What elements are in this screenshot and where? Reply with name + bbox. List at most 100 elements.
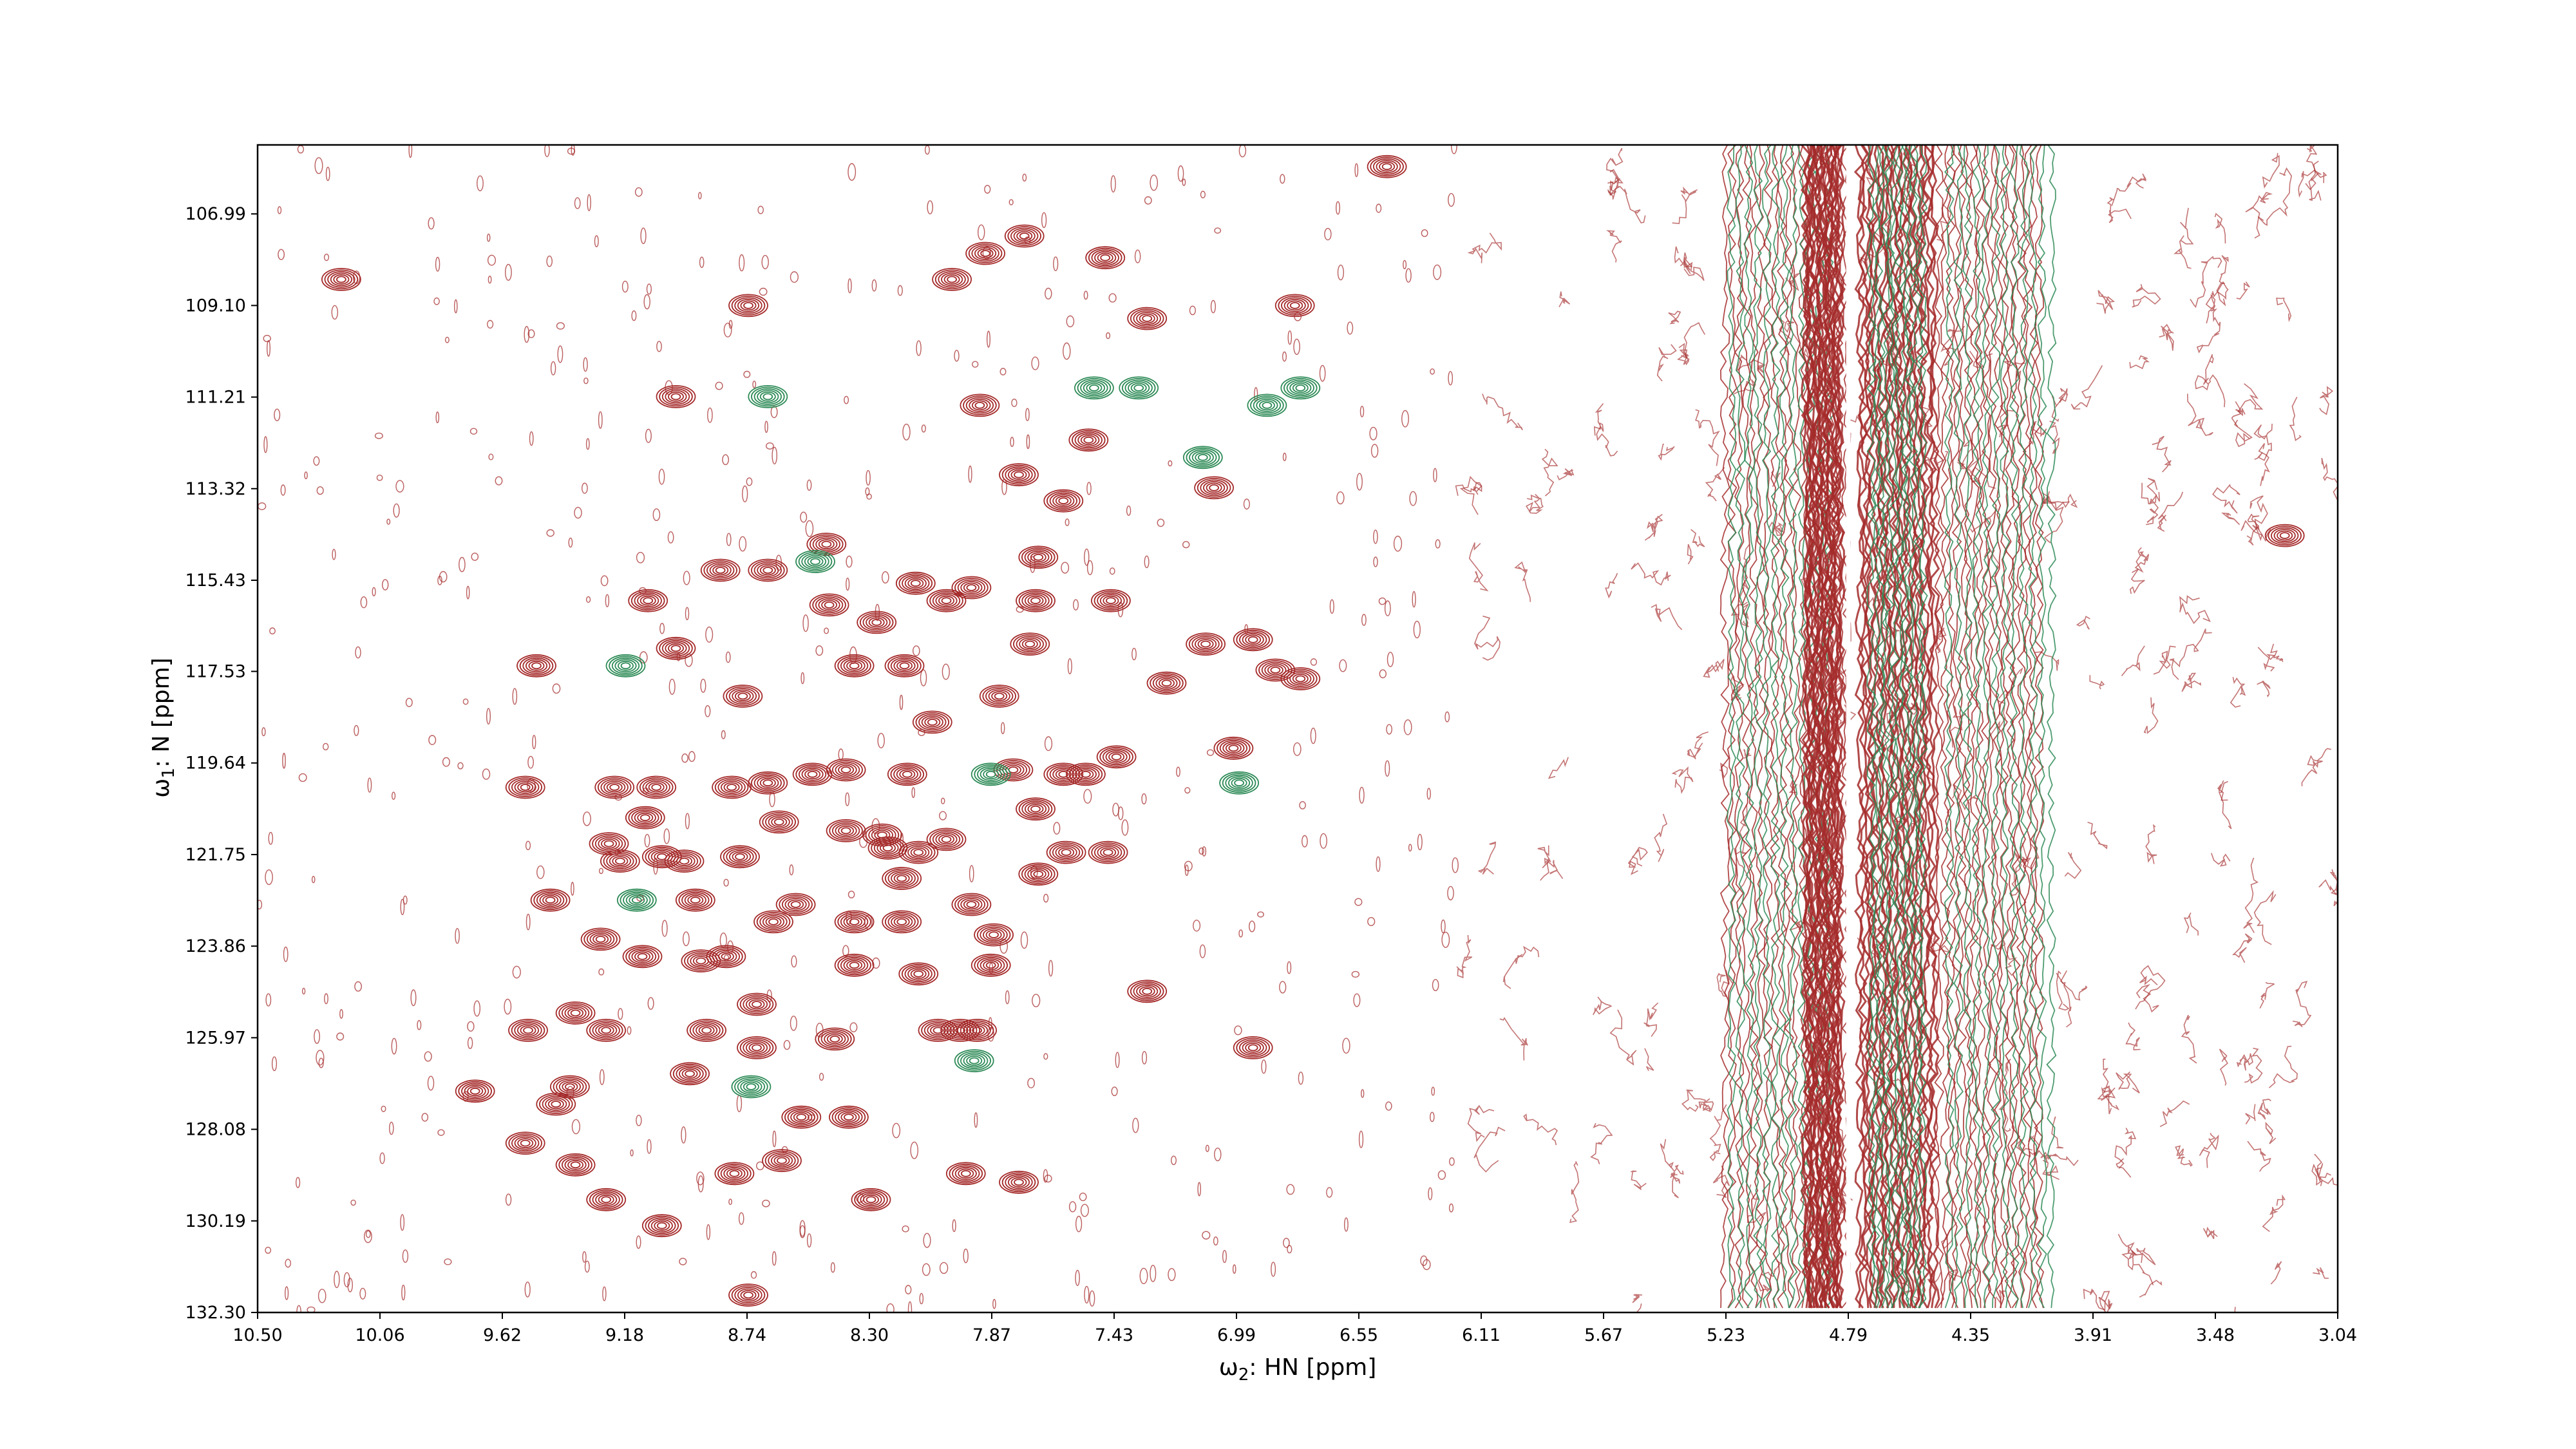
noise-contour — [1444, 711, 1450, 723]
noise-contour — [1447, 886, 1454, 901]
noise-contour — [482, 768, 491, 780]
noise-contour — [1072, 599, 1079, 611]
peak-negative — [605, 654, 646, 677]
peak-contour-level — [929, 829, 963, 849]
noise-contour — [1293, 742, 1302, 756]
noise-contour — [1053, 822, 1061, 835]
y-tick-label: 106.99 — [185, 204, 246, 224]
y-axis: 106.99109.10111.21113.32115.43117.53119.… — [185, 204, 258, 1323]
noise-contour — [1206, 749, 1215, 756]
noise-contour — [790, 271, 799, 283]
peak-contour-level — [834, 910, 875, 934]
noise-contour — [1032, 994, 1041, 1008]
peak-contour-level — [642, 779, 670, 796]
noise-contour — [2244, 1047, 2263, 1084]
noise-contour — [2049, 421, 2060, 454]
noise-contour — [268, 831, 274, 845]
noise-contour — [1126, 506, 1132, 516]
y-tick-label: 128.08 — [185, 1120, 246, 1140]
noise-contour — [723, 323, 732, 337]
peak-contour-level — [1200, 640, 1211, 648]
noise-contour — [1286, 1184, 1295, 1195]
peak-contour-level — [1081, 770, 1091, 778]
peak-contour-level — [857, 1191, 886, 1208]
peak-contour-level — [1253, 397, 1282, 414]
peak-contour-level — [1264, 663, 1287, 677]
peak-contour-level — [2279, 532, 2290, 539]
peak-positive — [834, 910, 875, 934]
noise-contour — [1335, 201, 1340, 215]
peak-contour-level — [838, 826, 855, 836]
peak-contour-level — [751, 773, 785, 793]
noise-contour — [897, 285, 903, 296]
peak-contour-level — [932, 592, 961, 609]
peak-positive — [2264, 524, 2305, 547]
noise-contour — [1628, 847, 1648, 867]
noise-contour — [1302, 835, 1308, 848]
noise-contour — [1310, 727, 1316, 744]
noise-contour — [582, 482, 588, 494]
noise-contour — [261, 727, 266, 737]
noise-contour — [1310, 658, 1318, 666]
noise-contour — [374, 432, 383, 439]
noise-contour — [1730, 674, 1745, 701]
peak-negative — [731, 1075, 772, 1099]
noise-contour — [1385, 1101, 1392, 1111]
noise-contour — [2083, 1288, 2113, 1311]
noise-contour — [1429, 1112, 1435, 1122]
peak-contour-level — [943, 274, 960, 285]
peak-contour-level — [941, 836, 952, 843]
peak-contour-level — [770, 1153, 793, 1168]
peak-contour-level — [668, 392, 685, 402]
peak-contour-level — [1080, 435, 1097, 446]
noise-contour — [892, 1122, 901, 1139]
peak-contour-level — [525, 659, 548, 673]
noise-contour — [688, 751, 696, 762]
peak-contour-level — [933, 1027, 943, 1034]
peak-contour-level — [746, 1083, 757, 1090]
peak-contour-level — [528, 660, 545, 671]
peak-contour-level — [511, 1135, 540, 1151]
noise-contour — [743, 370, 751, 378]
noise-contour — [1592, 996, 1613, 1016]
peak-contour-level — [1283, 668, 1318, 689]
noise-contour — [571, 882, 574, 896]
peak-contour-level — [807, 556, 824, 567]
noise-contour — [1393, 535, 1403, 552]
peak-contour-level — [1213, 736, 1254, 760]
noise-contour — [866, 469, 871, 486]
noise-contour — [1351, 971, 1360, 978]
noise-contour — [2181, 672, 2202, 692]
noise-contour — [2257, 647, 2275, 672]
noise-contour — [285, 1258, 292, 1268]
band-contour — [1917, 145, 1928, 1309]
noise-contour — [2257, 680, 2271, 697]
peak-contour-level — [960, 393, 1000, 417]
peak-contour-level — [728, 849, 752, 864]
noise-contour — [1998, 1058, 2011, 1132]
peak-contour-level — [630, 591, 665, 611]
noise-contour — [1417, 833, 1423, 851]
noise-contour — [556, 322, 565, 330]
peak-contour-level — [952, 1025, 969, 1036]
peak-contour-level — [1055, 846, 1077, 859]
noise-contour — [2013, 844, 2040, 881]
peak-contour-level — [564, 1006, 587, 1020]
noise-contour — [324, 993, 328, 1005]
noise-contour — [842, 945, 849, 957]
band-contour — [1889, 145, 1901, 1309]
x-tick-label: 7.87 — [972, 1325, 1011, 1345]
noise-contour — [471, 553, 479, 561]
noise-contour — [2038, 1150, 2079, 1166]
peak-contour-level — [1088, 247, 1122, 268]
peak-contour-level — [1219, 771, 1259, 795]
noise-contour — [656, 341, 662, 352]
noise-contour — [1184, 864, 1189, 876]
noise-contour — [1437, 1170, 1446, 1180]
noise-contour — [2313, 1267, 2329, 1279]
peak-contour-level — [516, 1023, 540, 1037]
peak-contour-level — [1077, 769, 1094, 780]
peak-contour-level — [960, 1020, 994, 1041]
peak-contour-level — [1007, 468, 1030, 482]
noise-contour — [1435, 539, 1441, 549]
